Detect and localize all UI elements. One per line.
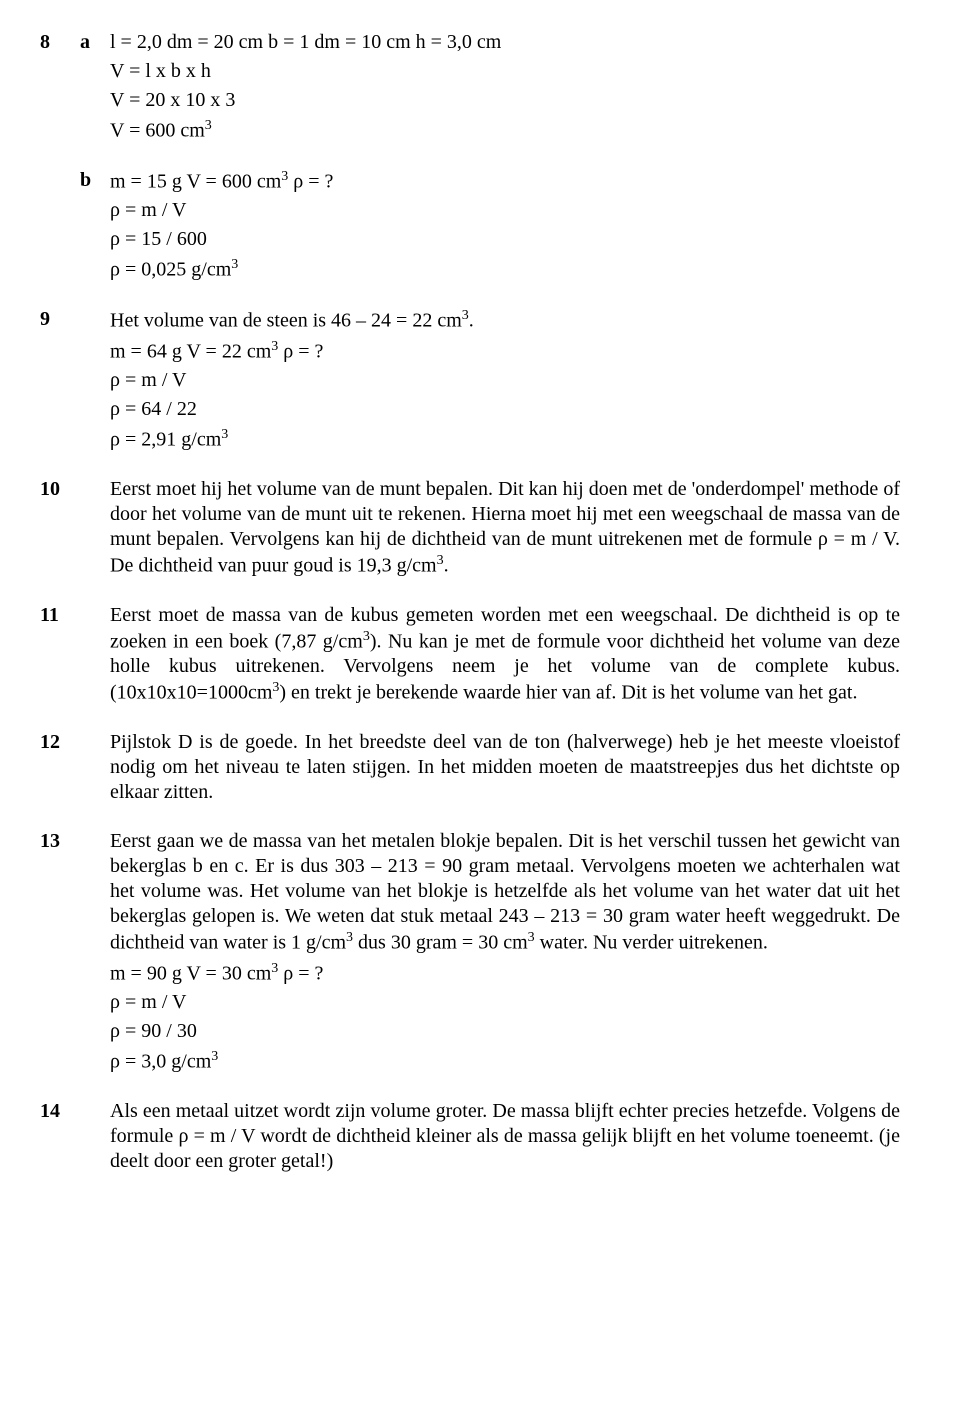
superscript: 3: [528, 930, 535, 945]
line: ρ = 2,91 g/cm3: [110, 426, 900, 453]
answer-content: Het volume van de steen is 46 – 24 = 22 …: [110, 307, 900, 457]
answer-content: Als een metaal uitzet wordt zijn volume …: [110, 1099, 900, 1178]
sub-label: b: [80, 168, 110, 193]
answer-content: m = 15 g V = 600 cm3 ρ = ? ρ = m / V ρ =…: [110, 168, 900, 287]
question-number: 8: [40, 30, 80, 55]
line: ρ = 3,0 g/cm3: [110, 1048, 900, 1075]
question-number: 13: [40, 829, 80, 854]
question-number: 9: [40, 307, 80, 332]
text: V = 600 cm: [110, 120, 205, 142]
question-12: 12 Pijlstok D is de goede. In het breeds…: [40, 730, 900, 809]
question-number: 11: [40, 603, 80, 628]
document-page: 8 a l = 2,0 dm = 20 cm b = 1 dm = 10 cm …: [0, 0, 960, 1228]
line: ρ = m / V: [110, 368, 900, 393]
line: ρ = m / V: [110, 198, 900, 223]
question-number: 12: [40, 730, 80, 755]
text: water. Nu verder uitrekenen.: [535, 932, 768, 954]
question-13: 13 Eerst gaan we de massa van het metale…: [40, 829, 900, 1079]
text: ρ = ?: [288, 170, 333, 192]
text: ρ = 3,0 g/cm: [110, 1051, 211, 1073]
superscript: 3: [221, 427, 228, 442]
question-8b: b m = 15 g V = 600 cm3 ρ = ? ρ = m / V ρ…: [40, 168, 900, 287]
paragraph: Als een metaal uitzet wordt zijn volume …: [110, 1099, 900, 1174]
text: l = 2,0 dm = 20 cm b = 1 dm = 10 cm h = …: [110, 31, 501, 53]
text: m = 64 g V = 22 cm: [110, 340, 271, 362]
line: m = 15 g V = 600 cm3 ρ = ?: [110, 168, 900, 195]
line: ρ = m / V: [110, 990, 900, 1015]
answer-content: Eerst moet hij het volume van de munt be…: [110, 477, 900, 583]
question-number: 10: [40, 477, 80, 502]
line: m = 64 g V = 22 cm3 ρ = ?: [110, 338, 900, 365]
answer-content: Eerst gaan we de massa van het metalen b…: [110, 829, 900, 1079]
paragraph: Eerst gaan we de massa van het metalen b…: [110, 829, 900, 956]
line: m = 90 g V = 30 cm3 ρ = ?: [110, 960, 900, 987]
text: m = 15 g V = 600 cm: [110, 170, 281, 192]
line: ρ = 64 / 22: [110, 397, 900, 422]
question-10: 10 Eerst moet hij het volume van de munt…: [40, 477, 900, 583]
question-8a: 8 a l = 2,0 dm = 20 cm b = 1 dm = 10 cm …: [40, 30, 900, 148]
superscript: 3: [363, 629, 370, 644]
superscript: 3: [346, 930, 353, 945]
answer-content: l = 2,0 dm = 20 cm b = 1 dm = 10 cm h = …: [110, 30, 900, 148]
answer-content: Eerst moet de massa van de kubus gemeten…: [110, 603, 900, 710]
line: l = 2,0 dm = 20 cm b = 1 dm = 10 cm h = …: [110, 30, 900, 55]
text: .: [444, 555, 449, 577]
line: V = 600 cm3: [110, 117, 900, 144]
question-number: 14: [40, 1099, 80, 1124]
text: .: [469, 310, 474, 332]
text: dus 30 gram = 30 cm: [353, 932, 528, 954]
text: ρ = ?: [278, 962, 323, 984]
line: Het volume van de steen is 46 – 24 = 22 …: [110, 307, 900, 334]
question-9: 9 Het volume van de steen is 46 – 24 = 2…: [40, 307, 900, 457]
line: V = 20 x 10 x 3: [110, 88, 900, 113]
line: ρ = 90 / 30: [110, 1019, 900, 1044]
paragraph: Eerst moet de massa van de kubus gemeten…: [110, 603, 900, 706]
text: Het volume van de steen is 46 – 24 = 22 …: [110, 310, 462, 332]
question-11: 11 Eerst moet de massa van de kubus geme…: [40, 603, 900, 710]
superscript: 3: [211, 1049, 218, 1064]
superscript: 3: [205, 118, 212, 133]
answer-content: Pijlstok D is de goede. In het breedste …: [110, 730, 900, 809]
paragraph: Pijlstok D is de goede. In het breedste …: [110, 730, 900, 805]
text: Eerst moet hij het volume van de munt be…: [110, 478, 900, 577]
line: ρ = 0,025 g/cm3: [110, 256, 900, 283]
text: m = 90 g V = 30 cm: [110, 962, 271, 984]
question-14: 14 Als een metaal uitzet wordt zijn volu…: [40, 1099, 900, 1178]
line: ρ = 15 / 600: [110, 227, 900, 252]
paragraph: Eerst moet hij het volume van de munt be…: [110, 477, 900, 579]
sub-label: a: [80, 30, 110, 55]
superscript: 3: [437, 553, 444, 568]
text: ρ = 2,91 g/cm: [110, 429, 221, 451]
superscript: 3: [462, 308, 469, 323]
superscript: 3: [231, 257, 238, 272]
text: ρ = 0,025 g/cm: [110, 259, 231, 281]
text: ρ = ?: [278, 340, 323, 362]
text: ) en trekt je berekende waarde hier van …: [279, 682, 857, 704]
line: V = l x b x h: [110, 59, 900, 84]
